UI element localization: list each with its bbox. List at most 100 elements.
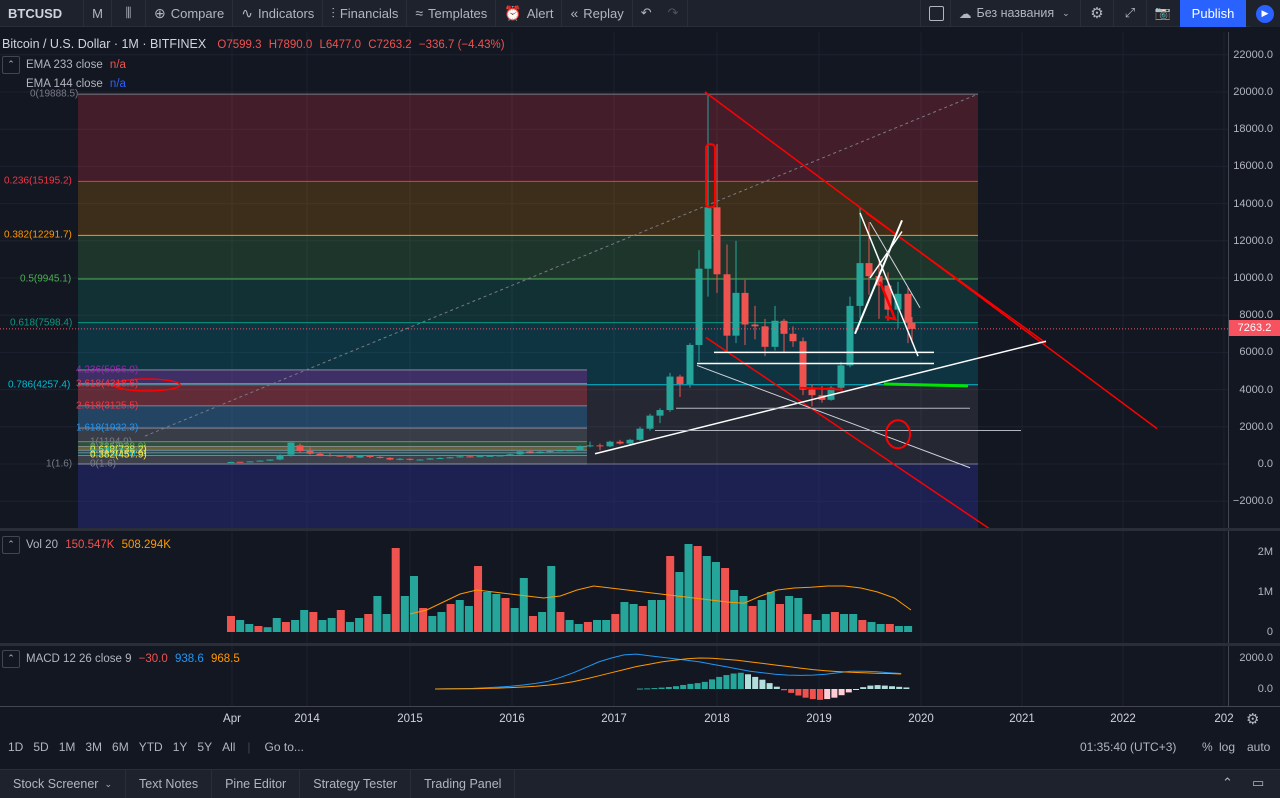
fib-ext-band — [78, 446, 587, 451]
candle-body — [771, 320, 779, 347]
fib-ext-band — [78, 441, 587, 447]
volume-bar — [593, 620, 601, 632]
macd-axis[interactable]: 2000.0 0.0 — [1228, 646, 1280, 706]
volume-bar — [300, 610, 309, 632]
templates-button[interactable]: ≈ Templates — [407, 0, 497, 26]
candle-body — [837, 365, 845, 388]
financials-button[interactable]: ⫶ Financials — [323, 0, 408, 26]
symbol-legend[interactable]: Bitcoin / U.S. Dollar · 1M · BITFINEX O7… — [2, 37, 505, 51]
ema144-legend[interactable]: EMA 144 close n/a — [26, 78, 126, 90]
fib-level-label: 4.236(5056.0) — [76, 364, 139, 376]
volume-legend[interactable]: ⌃ Vol 20 150.547K 508.294K — [2, 536, 171, 554]
volume-bar — [474, 566, 483, 632]
volume-bar — [867, 622, 876, 632]
compare-button[interactable]: ⊕ Compare — [146, 0, 234, 26]
tab-strategy-tester[interactable]: Strategy Tester — [300, 770, 412, 798]
range-button-1d[interactable]: 1D — [8, 740, 24, 754]
macd-histogram-bar — [730, 673, 737, 689]
snapshot-button[interactable]: 📷 — [1146, 0, 1179, 26]
volume-bar — [528, 616, 537, 632]
range-button-6m[interactable]: 6M — [112, 740, 129, 754]
maximize-panel-button[interactable]: ⌃ — [1222, 775, 1233, 791]
time-axis[interactable]: Apr 2014 2015 2016 2017 2018 2019 2020 2021 2022 2… — [0, 706, 1280, 733]
macd-histogram-bar — [680, 684, 687, 689]
range-button-all[interactable]: All — [222, 740, 236, 754]
price-tick-label: 16000.0 — [1233, 160, 1273, 173]
pane-separator[interactable] — [0, 528, 1280, 531]
indicators-button[interactable]: ∿ Indicators — [233, 0, 324, 26]
alert-button[interactable]: ⏰ Alert — [496, 0, 563, 26]
collapse-icon[interactable]: ⌃ — [2, 650, 20, 668]
macd-pane[interactable] — [0, 646, 1228, 706]
clock[interactable]: 01:35:40 (UTC+3) — [1080, 740, 1177, 754]
macd-histogram-bar — [773, 686, 780, 689]
volume-chart-canvas[interactable] — [0, 531, 1228, 643]
range-buttons: 1D 5D 1M 3M 6M YTD 1Y 5Y All — [3, 740, 240, 754]
layout-name-button[interactable]: ☁ Без названия ⌄ — [950, 0, 1078, 26]
settings-button[interactable]: ⚙ — [1080, 0, 1113, 26]
white-wedge-line — [854, 219, 903, 335]
replay-button[interactable]: «Replay — [562, 0, 633, 26]
goto-button[interactable]: Go to... — [264, 740, 304, 754]
price-pane[interactable] — [0, 32, 1228, 528]
time-tick-label: 2016 — [499, 713, 525, 725]
range-button-1m[interactable]: 1M — [58, 740, 76, 754]
candle-body — [827, 387, 835, 400]
range-button-3m[interactable]: 3M — [85, 740, 103, 754]
candle-body — [606, 441, 614, 447]
candle-body — [296, 445, 304, 451]
candle-body — [894, 293, 902, 310]
volume-bar — [227, 616, 235, 632]
panel-window-button[interactable]: ▭ — [1252, 775, 1264, 791]
auto-toggle[interactable]: auto — [1247, 740, 1271, 754]
price-axis[interactable]: 22000.0 20000.0 18000.0 16000.0 14000.0 12000… — [1228, 32, 1280, 528]
time-tick-label: 2022 — [1110, 713, 1136, 725]
compare-label: Compare — [170, 5, 225, 21]
volume-pane[interactable] — [0, 531, 1228, 643]
volume-axis[interactable]: 2M 1M 0 — [1228, 531, 1280, 643]
macd-legend[interactable]: ⌃ MACD 12 26 close 9 −30.0 938.6 968.5 — [2, 650, 240, 668]
range-button-5y[interactable]: 5Y — [197, 740, 213, 754]
tab-trading-panel[interactable]: Trading Panel — [411, 770, 516, 798]
pane-separator[interactable] — [0, 643, 1280, 646]
volume-bar — [501, 598, 510, 632]
collapse-icon[interactable]: ⌃ — [2, 56, 20, 74]
range-button-5d[interactable]: 5D — [33, 740, 49, 754]
volume-bar — [730, 590, 739, 632]
macd-histogram-bar — [867, 685, 874, 689]
time-tick-label: 2019 — [806, 713, 832, 725]
tab-text-notes[interactable]: Text Notes — [126, 770, 213, 798]
fib-level-label: 0.382(457.9) — [90, 449, 147, 461]
volume-bar — [638, 606, 647, 632]
ema233-legend[interactable]: ⌃ EMA 233 close n/a — [2, 56, 126, 74]
publish-button[interactable]: Publish — [1180, 0, 1246, 27]
macd-chart-canvas[interactable] — [0, 646, 1228, 706]
play-button[interactable]: ▶ — [1250, 0, 1280, 27]
candle-body — [486, 455, 494, 457]
undo-button[interactable]: ↶ — [633, 0, 660, 26]
chart-type-button[interactable]: ⫼ — [112, 0, 146, 26]
symbol-search[interactable]: BTCUSD — [0, 0, 84, 26]
tab-pine-editor[interactable]: Pine Editor — [212, 770, 301, 798]
collapse-icon[interactable]: ⌃ — [2, 536, 20, 554]
interval-button[interactable]: M — [84, 0, 112, 26]
range-button-1y[interactable]: 1Y — [172, 740, 188, 754]
fib-level-label: 0.618(738.2) — [90, 444, 147, 456]
percent-toggle[interactable]: % — [1202, 740, 1213, 754]
range-button-ytd[interactable]: YTD — [138, 740, 163, 754]
candle-body — [616, 441, 624, 444]
redo-button[interactable]: ↷ — [660, 0, 688, 26]
volume-bar — [876, 624, 885, 632]
tab-stock-screener[interactable]: Stock Screener ⌄ — [0, 770, 127, 798]
indicators-label: Indicators — [257, 5, 315, 21]
macd-histogram-bar — [637, 688, 643, 690]
fullscreen-toggle[interactable] — [920, 0, 951, 26]
axis-settings-button[interactable]: ⚙ — [1246, 710, 1259, 728]
price-tick-label: −2000.0 — [1232, 495, 1273, 508]
macd-histogram-bar — [831, 689, 838, 698]
price-chart-canvas[interactable] — [0, 32, 1228, 528]
candle-body — [556, 450, 564, 452]
log-toggle[interactable]: log — [1219, 740, 1236, 754]
volume-bar — [794, 598, 803, 632]
fullscreen-button[interactable]: ⤢ — [1113, 0, 1146, 26]
